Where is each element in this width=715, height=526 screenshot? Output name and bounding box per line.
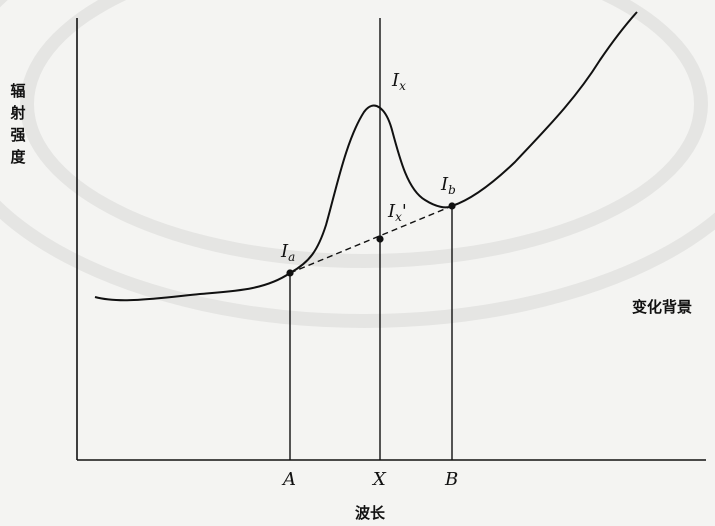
tick-label-x: X [373, 469, 386, 490]
point-ix-prime [376, 235, 384, 243]
interpolated-background-line [289, 205, 453, 274]
x-axis-label: 波长 [355, 504, 386, 522]
label-ix-prime: Ix' [388, 201, 407, 224]
tick-label-b: B [445, 469, 459, 490]
tick-label-a: A [283, 469, 296, 490]
y-axis-label: 辐射强度 [10, 82, 26, 166]
label-ix: Ix [392, 70, 406, 93]
spectrum-curve [94, 11, 638, 302]
background-label: 变化背景 [632, 298, 693, 316]
point-ib [448, 202, 456, 210]
point-ia [286, 269, 294, 277]
label-ib: Ib [441, 174, 456, 197]
label-ia: Ia [281, 241, 296, 264]
